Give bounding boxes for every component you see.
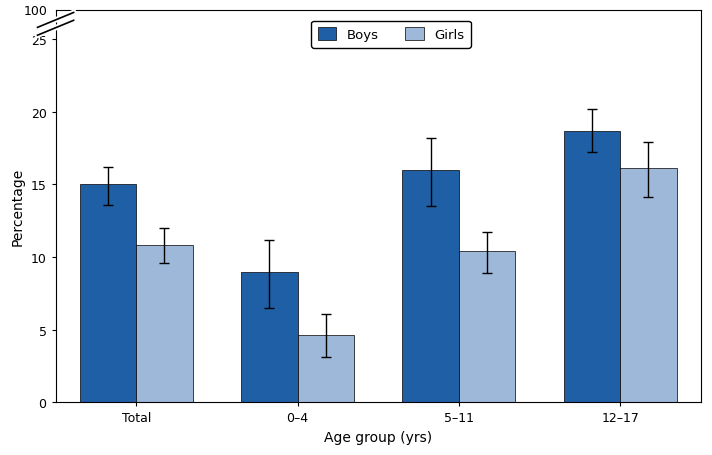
Bar — [298, 336, 354, 402]
Bar — [459, 252, 515, 402]
Text: 100: 100 — [23, 5, 47, 18]
Bar — [80, 185, 136, 402]
Y-axis label: Percentage: Percentage — [11, 168, 25, 246]
Bar — [136, 246, 193, 402]
Bar — [564, 131, 620, 402]
X-axis label: Age group (yrs): Age group (yrs) — [324, 430, 432, 444]
Legend: Boys, Girls: Boys, Girls — [311, 21, 471, 49]
Bar — [402, 171, 459, 402]
Bar — [241, 272, 298, 402]
Bar — [620, 169, 676, 402]
